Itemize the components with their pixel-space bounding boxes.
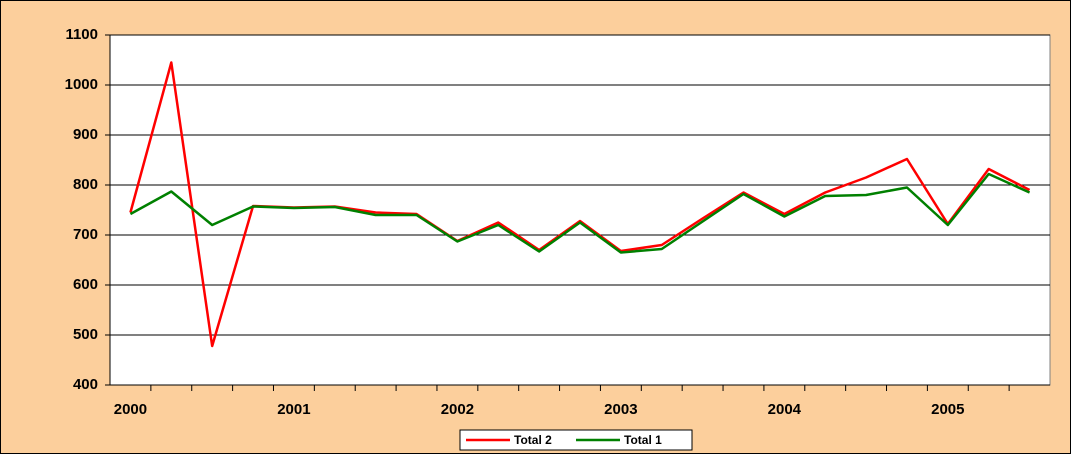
y-tick-label: 400 <box>73 376 98 393</box>
y-tick-label: 1000 <box>65 76 98 93</box>
y-tick-label: 1100 <box>65 26 98 43</box>
y-tick-label: 800 <box>73 176 98 193</box>
x-tick-label: 2005 <box>931 401 964 418</box>
legend-label: Total 1 <box>624 433 662 447</box>
y-tick-label: 900 <box>73 126 98 143</box>
x-tick-label: 2004 <box>768 401 802 418</box>
x-tick-label: 2001 <box>277 401 310 418</box>
x-tick-label: 2002 <box>441 401 474 418</box>
plot-area <box>109 34 1051 386</box>
x-tick-label: 2003 <box>604 401 637 418</box>
y-tick-label: 600 <box>73 276 98 293</box>
x-tick-label: 2000 <box>114 401 147 418</box>
y-tick-label: 700 <box>73 226 98 243</box>
legend-label: Total 2 <box>514 433 552 447</box>
y-tick-label: 500 <box>73 326 98 343</box>
series-line <box>129 172 1031 254</box>
